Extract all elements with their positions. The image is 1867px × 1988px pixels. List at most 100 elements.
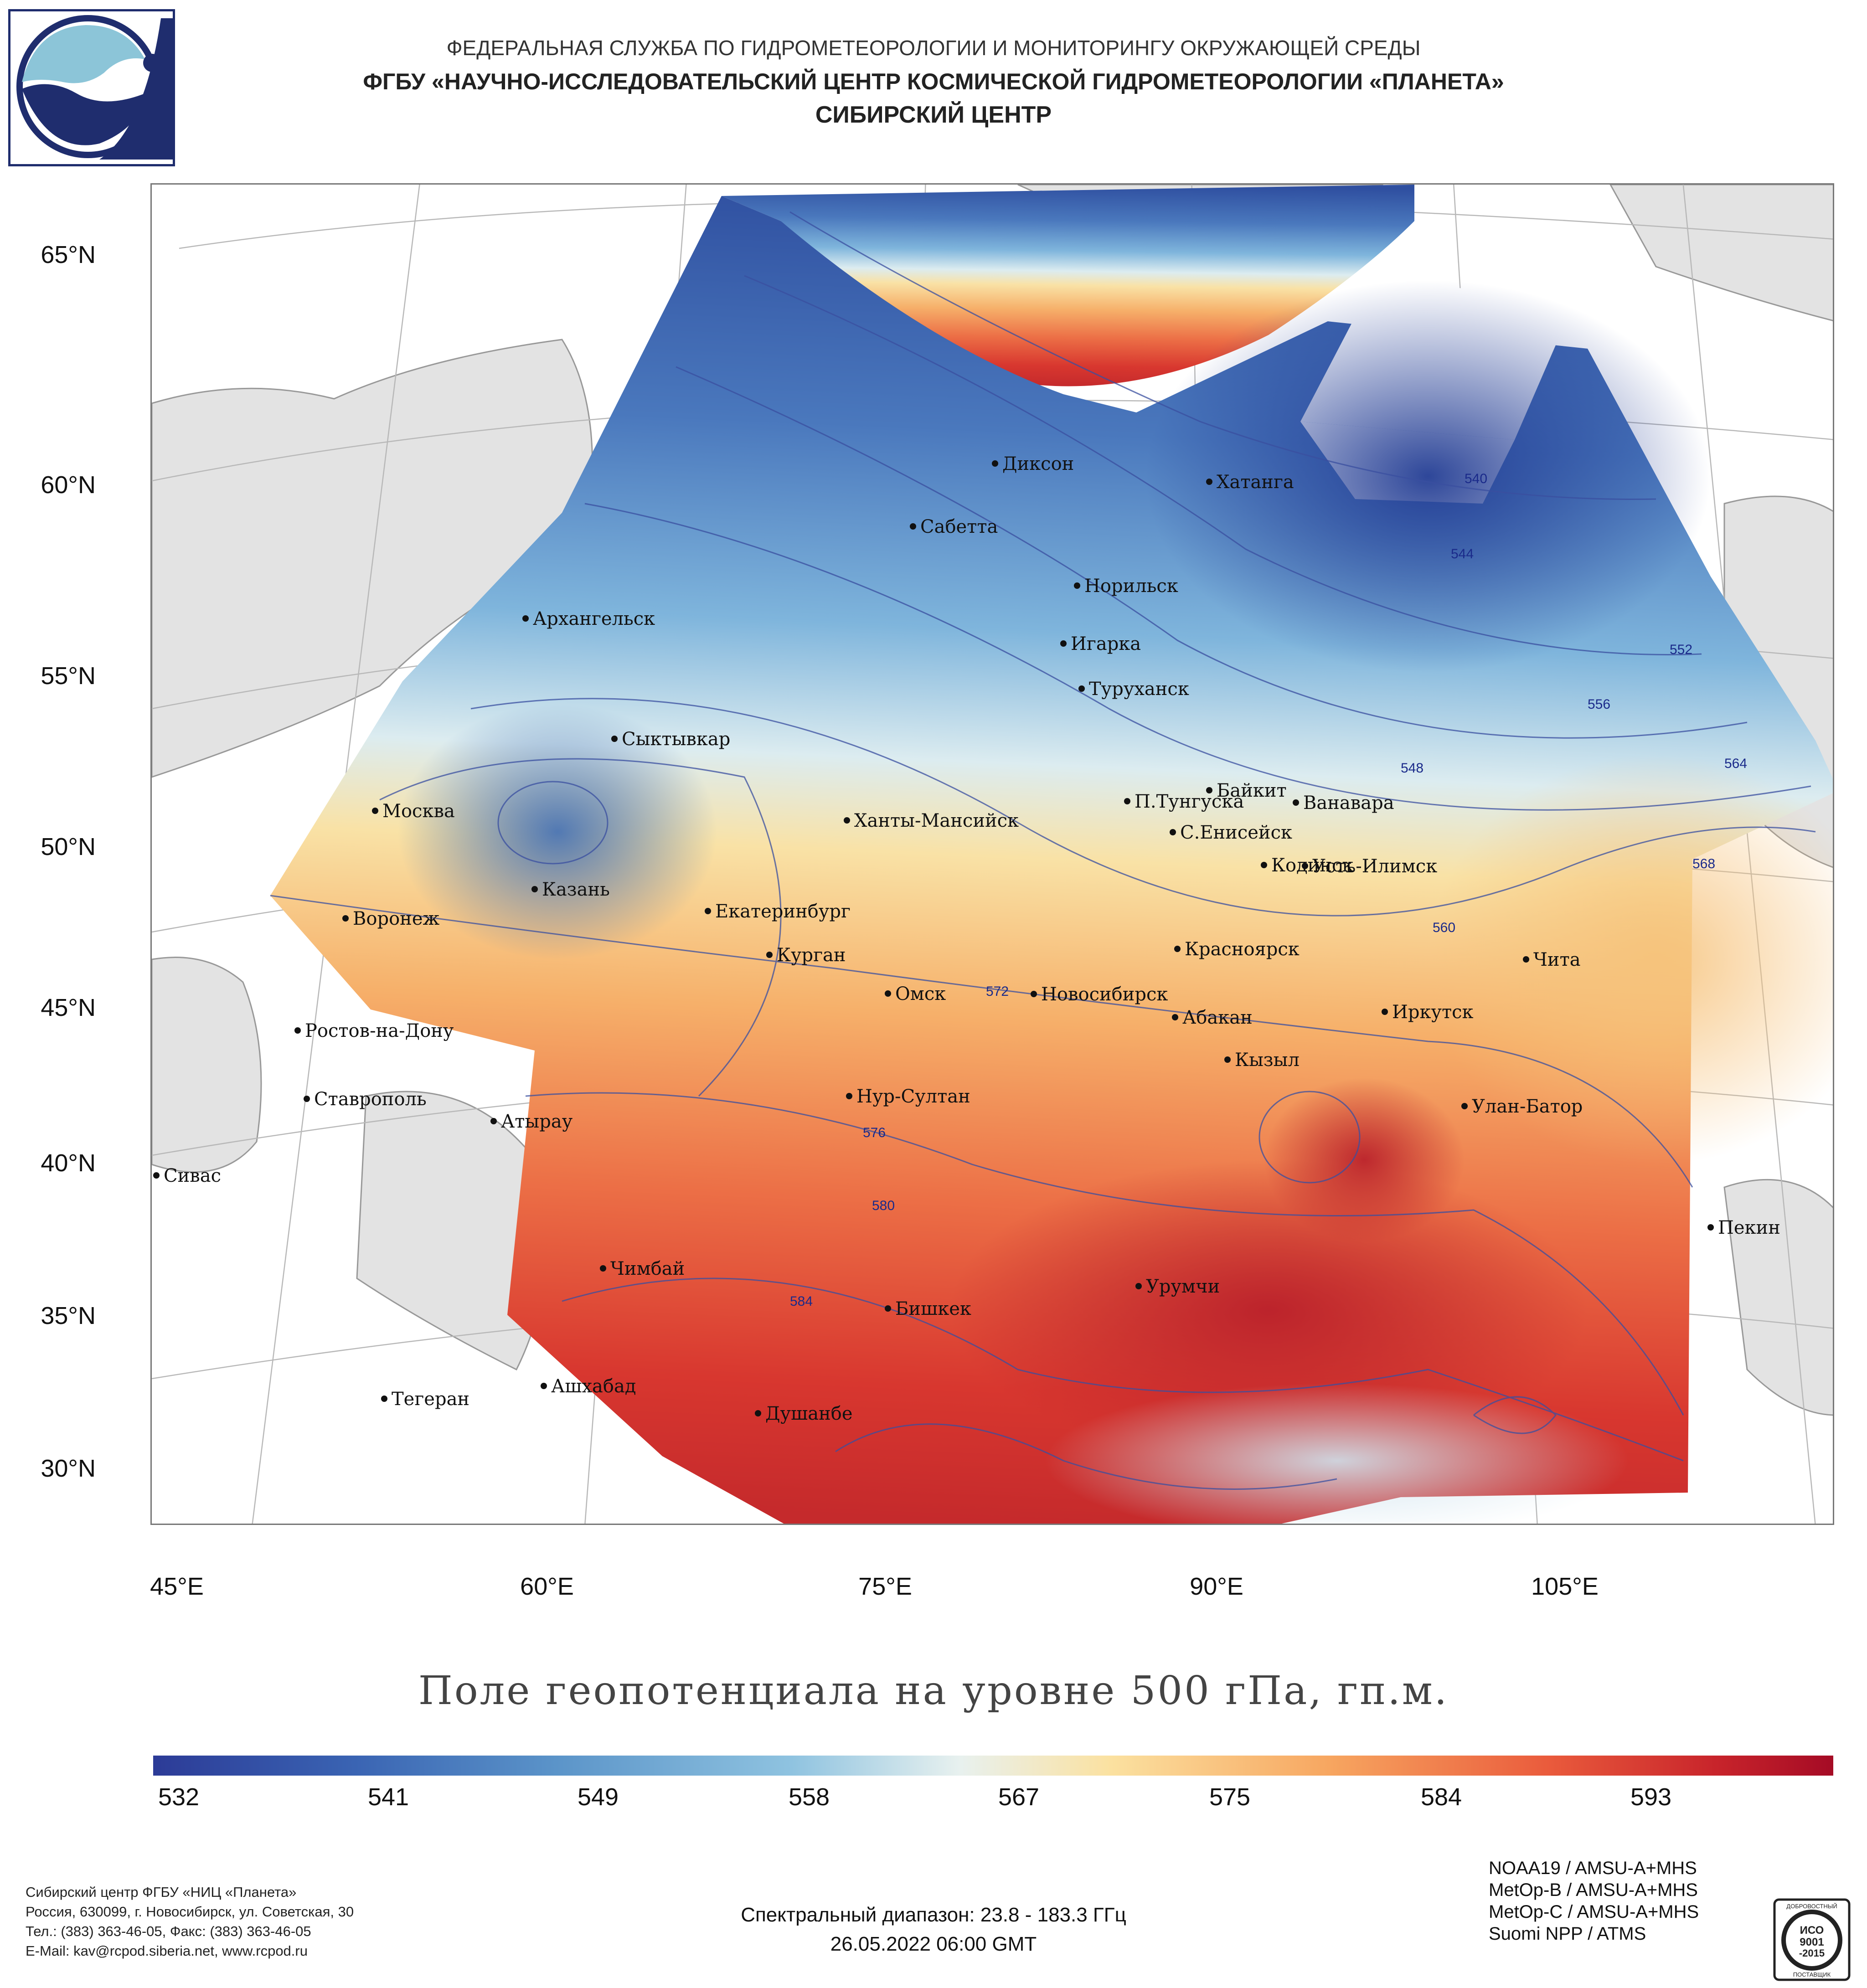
- city-marker: [541, 1383, 547, 1389]
- city-marker: [910, 523, 916, 530]
- lon-label-105e: 105°E: [1531, 1573, 1599, 1600]
- city-marker: [1170, 829, 1176, 835]
- lon-label-75e: 75°E: [858, 1573, 912, 1600]
- city-label: Игарка: [1071, 633, 1141, 654]
- acquisition-info: Спектральный диапазон: 23.8 - 183.3 ГГц …: [0, 1900, 1867, 1959]
- iso-badge-icon: ДОБРОВОСТНЫЙ ИСО 9001 -2015 ПОСТАВЩИК: [1773, 1898, 1851, 1981]
- city-marker: [522, 615, 529, 622]
- city-marker: [1174, 946, 1181, 952]
- contour-label: 548: [1401, 761, 1423, 776]
- city-label: Ставрополь: [314, 1089, 427, 1110]
- colorbar-label: 541: [367, 1783, 409, 1811]
- colorbar-label: 575: [1209, 1783, 1251, 1811]
- colorbar-label: 532: [158, 1783, 200, 1811]
- contour-label: 568: [1692, 856, 1715, 871]
- lon-label-45e: 45°E: [150, 1573, 204, 1600]
- city-label: Нур-Султан: [856, 1086, 970, 1107]
- city-label: Кодинск: [1271, 855, 1353, 876]
- contour-label: 556: [1588, 697, 1610, 712]
- city-label: Воронеж: [353, 908, 439, 929]
- lat-label-60n: 60°N: [41, 471, 96, 499]
- city-marker: [294, 1027, 301, 1034]
- city-marker: [342, 915, 349, 922]
- header-institute: ФГБУ «НАУЧНО-ИССЛЕДОВАТЕЛЬСКИЙ ЦЕНТР КОС…: [363, 69, 1504, 94]
- city-label: Кызыл: [1235, 1050, 1300, 1071]
- city-marker: [153, 1172, 160, 1179]
- city-label: С.Енисейск: [1180, 822, 1292, 843]
- city-marker: [1302, 863, 1308, 869]
- contour-label: 544: [1451, 546, 1474, 561]
- lon-label-60e: 60°E: [520, 1573, 574, 1600]
- colorbar-label: 567: [998, 1783, 1040, 1811]
- contour-label: 584: [790, 1294, 813, 1309]
- city-label: Туруханск: [1089, 679, 1189, 700]
- map-panel: 540 544 548 552 556 560 564 568 572 576 …: [150, 183, 1834, 1525]
- lat-label-35n: 35°N: [41, 1302, 96, 1329]
- city-marker: [1523, 956, 1529, 963]
- city-marker: [1206, 787, 1212, 793]
- city-marker: [885, 1305, 891, 1312]
- lat-label-45n: 45°N: [41, 994, 96, 1021]
- contact-line: Тел.: (383) 363-46-05, Факс: (383) 363-4…: [26, 1923, 311, 1939]
- city-marker: [992, 460, 998, 467]
- header-agency: ФЕДЕРАЛЬНАЯ СЛУЖБА ПО ГИДРОМЕТЕОРОЛОГИИ …: [446, 36, 1421, 60]
- lat-label-40n: 40°N: [41, 1149, 96, 1177]
- city-marker: [846, 1093, 852, 1099]
- city-marker: [1074, 582, 1080, 589]
- city-label: Екатеринбург: [715, 901, 851, 922]
- city-label: Ростов-на-Дону: [305, 1020, 454, 1041]
- contour-label: 564: [1724, 756, 1747, 771]
- iso-text: ИСО: [1800, 1924, 1824, 1936]
- city-label: Новосибирск: [1041, 984, 1168, 1005]
- city-marker: [1031, 991, 1037, 997]
- city-marker: [1124, 798, 1130, 804]
- iso-year: -2015: [1799, 1947, 1825, 1959]
- city-marker: [611, 736, 618, 742]
- city-label: Сивас: [164, 1165, 221, 1186]
- city-marker: [1206, 479, 1212, 485]
- iso-top-text: ДОБРОВОСТНЫЙ: [1786, 1903, 1837, 1910]
- city-label: Чита: [1533, 949, 1581, 970]
- contour-label: 540: [1465, 471, 1487, 486]
- contour-label: 560: [1433, 920, 1455, 935]
- colorbar-label: 558: [788, 1783, 830, 1811]
- city-label: Ашхабад: [551, 1376, 636, 1397]
- city-label: Москва: [382, 801, 455, 822]
- city-marker: [531, 886, 538, 892]
- city-label: Омск: [895, 984, 946, 1004]
- city-label: Иркутск: [1392, 1002, 1474, 1023]
- city-label: Сыктывкар: [622, 729, 730, 750]
- city-label: Абакан: [1182, 1007, 1253, 1028]
- lat-label-65n: 65°N: [41, 241, 96, 268]
- header-center: СИБИРСКИЙ ЦЕНТР: [815, 102, 1052, 128]
- lon-label-90e: 90°E: [1190, 1573, 1243, 1600]
- instrument-list: NOAA19 / AMSU-A+MHS MetOp-B / AMSU-A+MHS…: [1489, 1857, 1699, 1945]
- city-label: Тегеран: [392, 1389, 469, 1410]
- instrument-item: Suomi NPP / ATMS: [1489, 1924, 1646, 1944]
- city-marker: [1172, 1014, 1178, 1020]
- contour-label: 552: [1670, 642, 1692, 657]
- iso-number: 9001: [1800, 1936, 1824, 1948]
- city-marker: [372, 808, 378, 814]
- city-marker: [766, 952, 773, 958]
- datetime: 26.05.2022 06:00 GMT: [830, 1933, 1037, 1955]
- city-marker: [600, 1265, 606, 1272]
- city-label: Красноярск: [1185, 939, 1300, 960]
- city-marker: [755, 1410, 761, 1416]
- contact-line: Сибирский центр ФГБУ «НИЦ «Планета»: [26, 1884, 297, 1900]
- geopotential-field: [270, 185, 1833, 1524]
- contour-label: 572: [986, 984, 1009, 999]
- city-label: Казань: [542, 879, 610, 900]
- city-marker: [1261, 862, 1267, 868]
- geopotential-map: 540 544 548 552 556 560 564 568 572 576 …: [152, 185, 1833, 1524]
- city-marker: [1293, 799, 1299, 806]
- colorbar-label: 549: [577, 1783, 619, 1811]
- city-label: Ванавара: [1303, 793, 1394, 814]
- city-marker: [304, 1096, 310, 1102]
- city-label: Улан-Батор: [1472, 1096, 1583, 1117]
- lat-label-30n: 30°N: [41, 1455, 96, 1482]
- colorbar-label: 584: [1420, 1783, 1462, 1811]
- city-label: Атырау: [501, 1111, 573, 1132]
- city-marker: [705, 908, 711, 914]
- instrument-item: NOAA19 / AMSU-A+MHS: [1489, 1858, 1697, 1878]
